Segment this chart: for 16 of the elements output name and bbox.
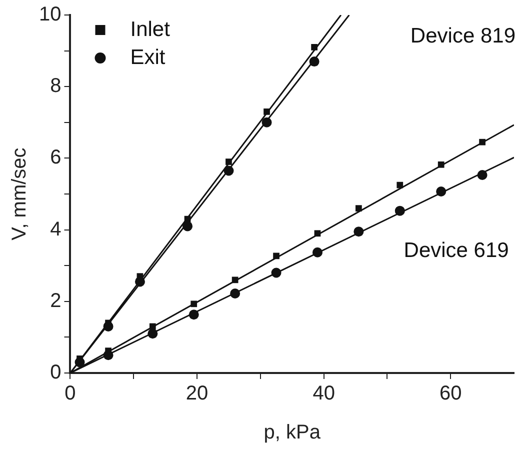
x-tick-label: 20 [186, 382, 208, 405]
y-tick-label: 4 [50, 218, 62, 240]
y-tick-label: 0 [50, 362, 62, 384]
y-axis-title: V, mm/sec [8, 148, 31, 240]
x-tick-label: 0 [64, 382, 76, 405]
y-tick-label: 8 [50, 75, 62, 98]
legend-label: Exit [130, 46, 166, 69]
annotation: Device 819 [410, 24, 516, 48]
x-axis-title: p, kPa [264, 422, 322, 444]
y-tick-label: 6 [50, 146, 62, 169]
annotation: Device 619 [404, 239, 509, 262]
x-tick-label: 40 [312, 382, 335, 405]
x-tick-label: 60 [439, 382, 462, 405]
y-tick-label: 10 [38, 4, 62, 26]
y-tick-label: 2 [50, 290, 62, 312]
legend-label: Inlet [130, 18, 170, 41]
